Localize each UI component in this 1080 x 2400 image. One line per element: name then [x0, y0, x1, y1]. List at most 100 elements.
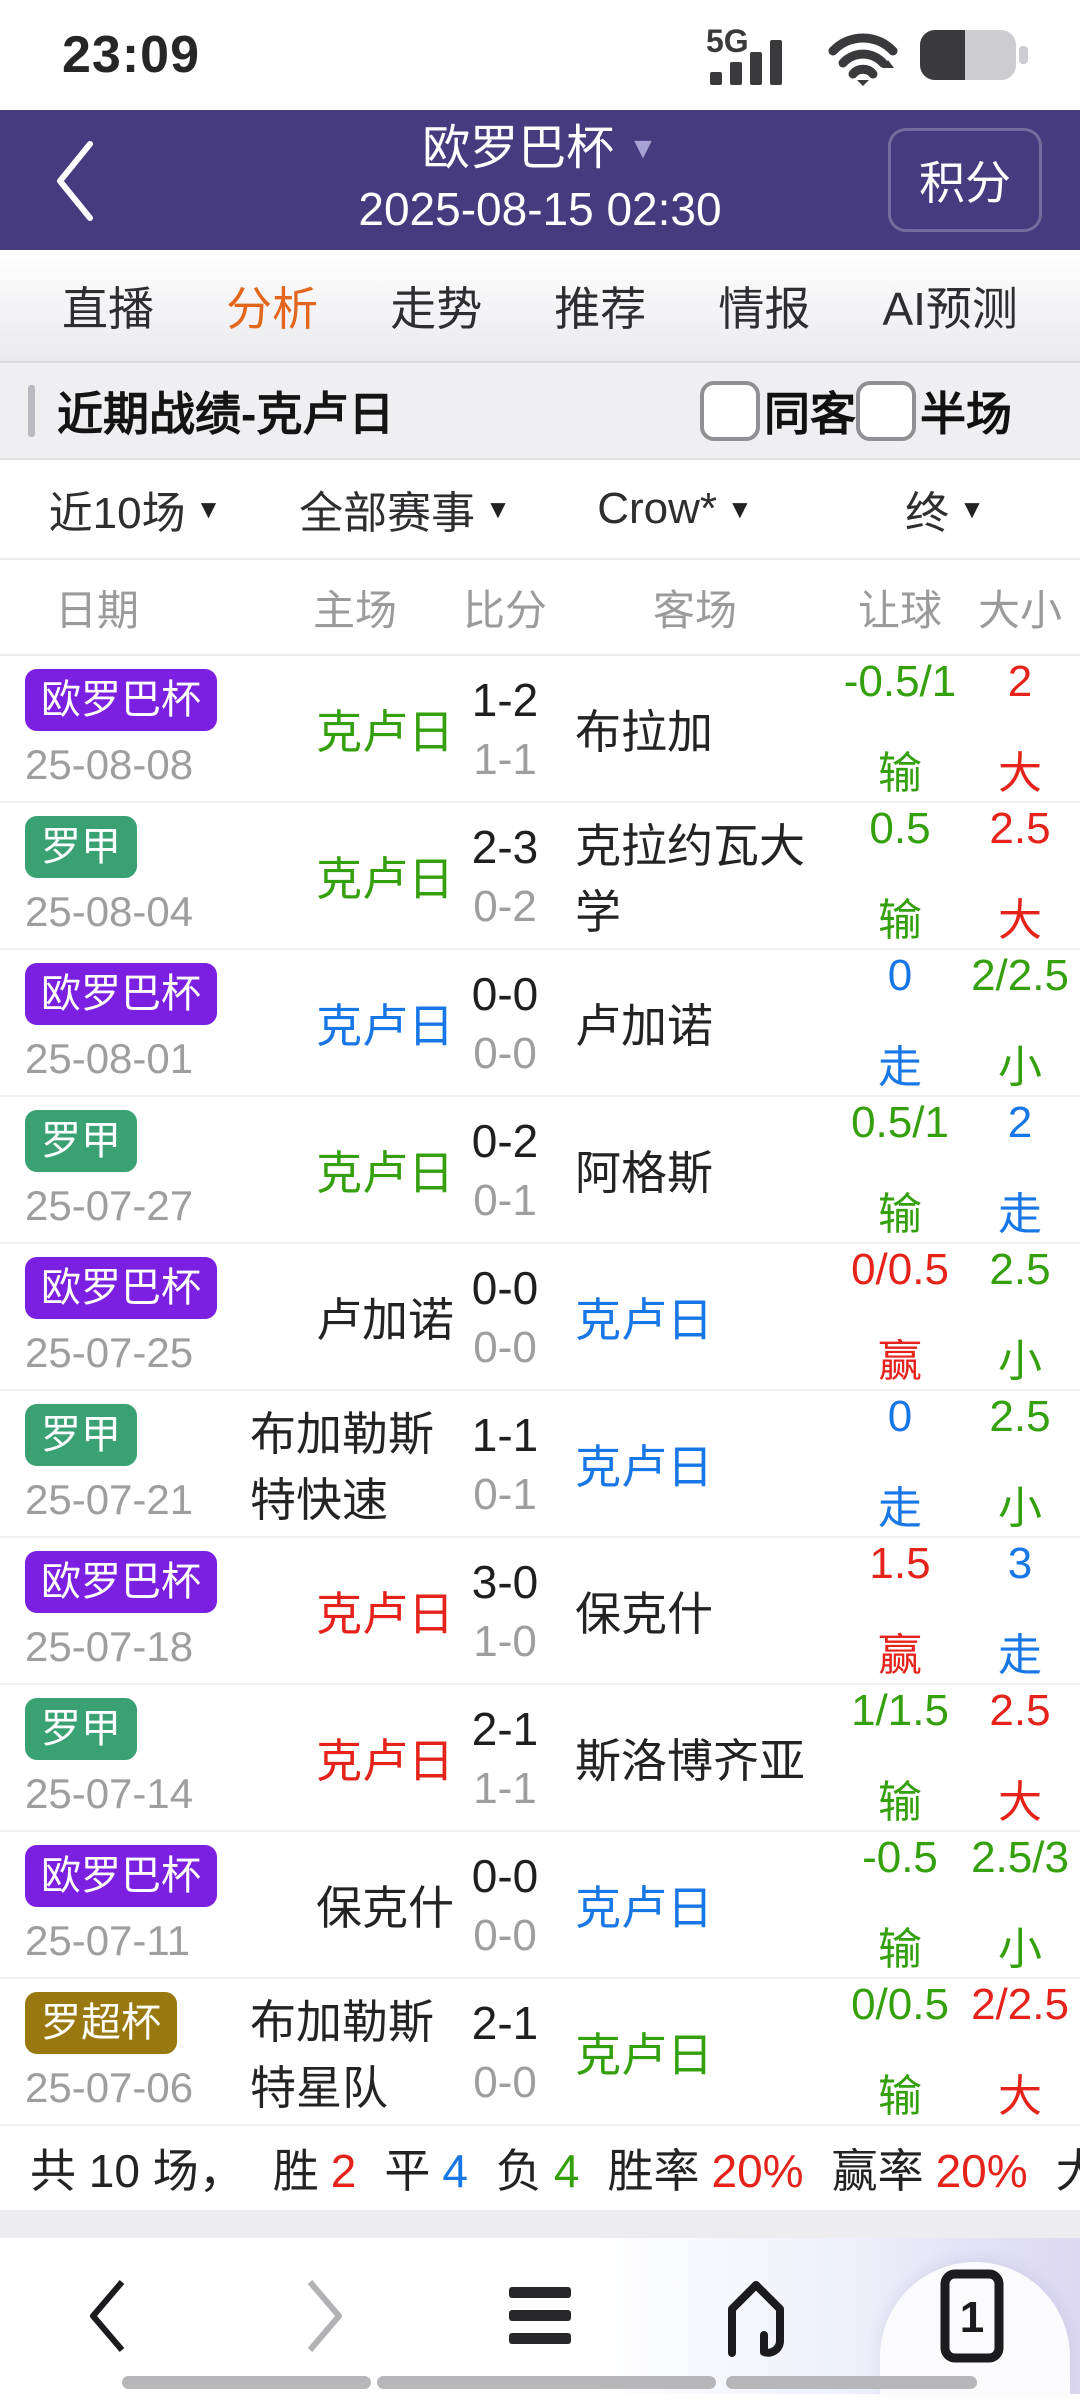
handicap-cell: -0.5/1 输	[840, 656, 960, 801]
summary-value: 4	[553, 2145, 580, 2197]
score-cell: 0-2 0-1	[460, 1097, 550, 1242]
match-date: 25-08-01	[25, 1034, 194, 1082]
handicap-result: 输	[878, 1189, 922, 1239]
away-team: 克拉约瓦大学	[575, 819, 805, 938]
table-row[interactable]: 罗甲 25-07-21 布加勒斯特快速 1-1 0-1 克卢日 0 走 2.5 …	[0, 1391, 1080, 1538]
league-badge: 欧罗巴杯	[25, 1550, 217, 1613]
checkbox-label: 半场	[920, 387, 1012, 440]
home-team: 保克什	[316, 1881, 454, 1934]
overunder-value: 2	[1007, 1097, 1033, 1147]
half-score: 1-1	[473, 734, 537, 784]
chevron-down-icon: ▼	[195, 493, 222, 524]
score-cell: 1-2 1-1	[460, 656, 550, 801]
home-icon	[728, 2281, 784, 2357]
tab[interactable]: 推荐	[554, 273, 646, 339]
filter-dropdown[interactable]: 全部赛事 ▼	[270, 477, 540, 541]
filter-dropdown[interactable]: Crow* ▼	[540, 484, 810, 534]
nav-menu-button[interactable]	[432, 2238, 648, 2394]
table-row[interactable]: 欧罗巴杯 25-07-25 卢加诺 0-0 0-0 克卢日 0/0.5 赢 2.…	[0, 1244, 1080, 1391]
table-row[interactable]: 欧罗巴杯 25-07-18 克卢日 3-0 1-0 保克什 1.5 赢 3 走	[0, 1538, 1080, 1685]
match-date: 25-08-04	[25, 887, 194, 935]
checkbox-group[interactable]: 同客	[700, 378, 856, 444]
overunder-value: 2/2.5	[971, 950, 1069, 1000]
home-team: 克卢日	[316, 1587, 454, 1640]
tab[interactable]: 直播	[62, 273, 154, 339]
handicap-result: 输	[878, 1777, 922, 1827]
match-table: 欧罗巴杯 25-08-08 克卢日 1-2 1-1 布拉加 -0.5/1 输 2…	[0, 656, 1080, 2126]
handicap-cell: 0/0.5 输	[840, 1979, 960, 2124]
table-row[interactable]: 欧罗巴杯 25-08-08 克卢日 1-2 1-1 布拉加 -0.5/1 输 2…	[0, 656, 1080, 803]
col-handicap: 让球	[857, 586, 942, 634]
filter-dropdown[interactable]: 近10场 ▼	[0, 477, 270, 541]
handicap-value: 0	[887, 1391, 913, 1441]
nav-home-button[interactable]	[648, 2238, 864, 2394]
table-row[interactable]: 罗甲 25-08-04 克卢日 2-3 0-2 克拉约瓦大学 0.5 输 2.5…	[0, 803, 1080, 950]
nav-tabs-button[interactable]: 1	[864, 2238, 1080, 2394]
tab[interactable]: 走势	[390, 273, 482, 339]
full-score: 1-1	[471, 1408, 539, 1461]
handicap-result: 赢	[878, 1336, 922, 1386]
half-score: 0-0	[473, 1322, 537, 1372]
table-row[interactable]: 罗甲 25-07-27 克卢日 0-2 0-1 阿格斯 0.5/1 输 2 走	[0, 1097, 1080, 1244]
league-selector[interactable]: 欧罗巴杯 ▼	[422, 118, 658, 180]
chevron-down-icon: ▼	[485, 493, 511, 524]
standings-button[interactable]: 积分	[888, 128, 1042, 232]
tab[interactable]: AI预测	[882, 273, 1017, 339]
handicap-cell: 1/1.5 输	[840, 1685, 960, 1830]
bottom-divider	[0, 2212, 1080, 2238]
bottom-scroll-bars	[0, 2376, 1080, 2390]
full-score: 1-2	[471, 673, 539, 726]
overunder-value: 2.5	[989, 1391, 1051, 1441]
nav-back-button[interactable]	[0, 2238, 216, 2394]
col-home: 主场	[312, 586, 397, 634]
tab-count-label: 1	[960, 2293, 984, 2342]
back-button[interactable]	[52, 138, 102, 224]
col-away: 客场	[652, 586, 737, 634]
overunder-cell: 2 大	[960, 656, 1080, 801]
score-cell: 1-1 0-1	[460, 1391, 550, 1536]
league-badge: 罗超杯	[25, 1991, 177, 2054]
summary-label: 胜	[272, 2145, 319, 2197]
overunder-cell: 2.5/3 小	[960, 1832, 1080, 1977]
header-center: 欧罗巴杯 ▼ 2025-08-15 02:30	[0, 118, 1080, 238]
scroll-bar-segment	[377, 2376, 716, 2389]
home-team: 克卢日	[316, 999, 454, 1052]
overunder-cell: 3 走	[960, 1538, 1080, 1683]
league-badge: 欧罗巴杯	[25, 962, 217, 1025]
date-cell: 罗甲 25-08-04	[0, 803, 250, 948]
chevron-down-icon: ▼	[628, 132, 658, 165]
score-cell: 0-0 0-0	[460, 950, 550, 1095]
match-datetime: 2025-08-15 02:30	[358, 183, 722, 235]
handicap-result: 输	[878, 895, 922, 945]
score-cell: 2-1 0-0	[460, 1979, 550, 2124]
league-title: 欧罗巴杯	[422, 122, 615, 175]
summary-item: 赢率 20%	[832, 2135, 1028, 2201]
filter-dropdown[interactable]: 终 ▼	[810, 477, 1080, 541]
nav-forward-button[interactable]	[216, 2238, 432, 2394]
overunder-cell: 2.5 小	[960, 1391, 1080, 1536]
handicap-result: 赢	[878, 1630, 922, 1680]
tab[interactable]: 情报	[718, 273, 810, 339]
table-row[interactable]: 罗超杯 25-07-06 布加勒斯特星队 2-1 0-0 克卢日 0/0.5 输…	[0, 1979, 1080, 2126]
date-cell: 欧罗巴杯 25-07-11	[0, 1832, 250, 1977]
match-date: 25-07-25	[25, 1328, 194, 1376]
half-score: 1-0	[473, 1616, 537, 1666]
summary-value: 20%	[935, 2145, 1028, 2197]
table-row[interactable]: 罗甲 25-07-14 克卢日 2-1 1-1 斯洛博齐亚 1/1.5 输 2.…	[0, 1685, 1080, 1832]
table-row[interactable]: 欧罗巴杯 25-07-11 保克什 0-0 0-0 克卢日 -0.5 输 2.5…	[0, 1832, 1080, 1979]
checkbox[interactable]	[700, 380, 760, 441]
table-row[interactable]: 欧罗巴杯 25-08-01 克卢日 0-0 0-0 卢加诺 0 走 2/2.5 …	[0, 950, 1080, 1097]
full-score: 3-0	[471, 1555, 539, 1608]
overunder-cell: 2 走	[960, 1097, 1080, 1242]
date-cell: 欧罗巴杯 25-08-08	[0, 656, 250, 801]
full-score: 0-0	[471, 1261, 539, 1314]
half-score: 1-1	[473, 1763, 537, 1813]
tab[interactable]: 分析	[226, 273, 318, 339]
tab-label: 走势	[390, 282, 483, 335]
date-cell: 欧罗巴杯 25-07-18	[0, 1538, 250, 1683]
checkbox[interactable]	[856, 380, 916, 441]
checkbox-group[interactable]: 半场	[856, 378, 1012, 444]
home-team: 克卢日	[316, 705, 454, 758]
